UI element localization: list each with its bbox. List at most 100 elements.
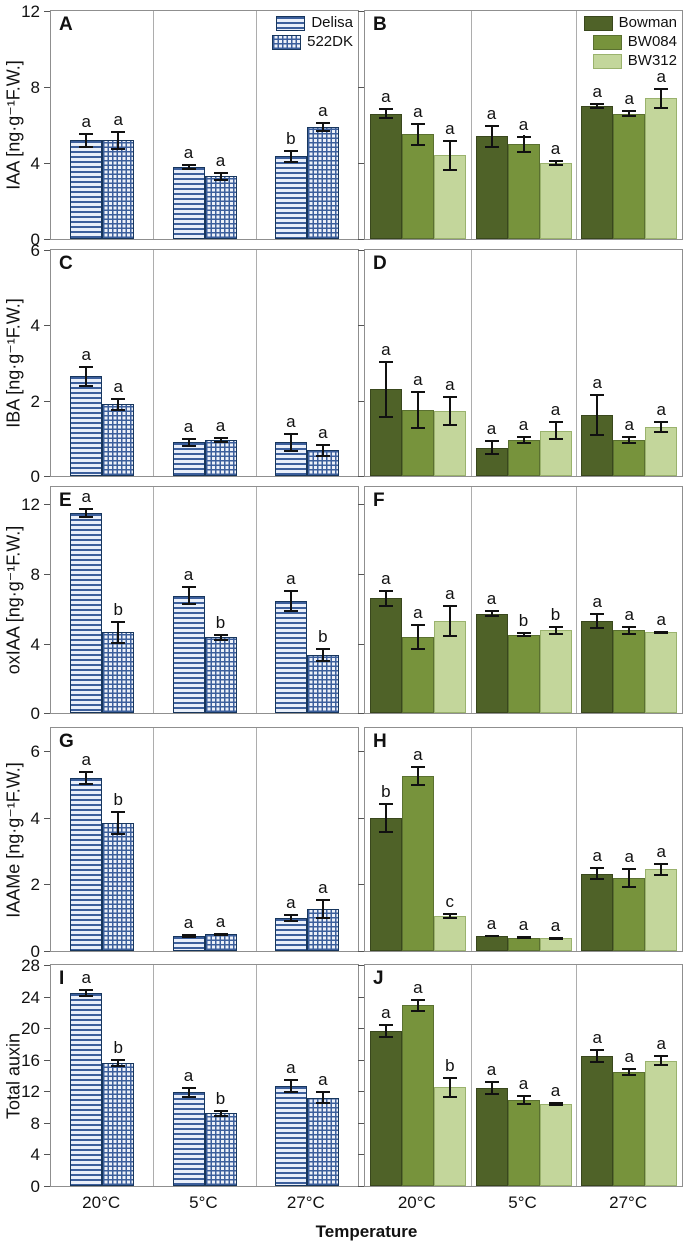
y-tick-mark [44,11,50,12]
error-bar-cap-bottom [410,648,425,651]
significance-letter: a [318,101,328,121]
y-tick-label: 12 [21,1082,40,1102]
error-bar-cap-top [548,626,563,629]
bar-delisa-5°C [172,936,205,951]
error-bar-cap-top [442,140,457,143]
y-tick-mark [44,325,50,327]
significance-letter: a [381,340,391,360]
significance-letter: a [624,605,634,625]
error-bar-cap-top [516,632,531,635]
error-bar-cap-top [181,437,196,440]
legend-B: Bowman BW084 BW312 [583,14,677,72]
error-bar-line [384,1024,387,1039]
significance-letter: a [592,1027,602,1047]
y-tick-mark [358,87,364,88]
error-bar-cap-bottom [315,455,330,458]
error-bar-line [117,398,120,411]
error-bar-line [85,365,88,387]
error-bar-line [384,107,387,120]
error-bar-cap-top [622,1068,637,1071]
significance-letter: a [550,915,561,935]
temperature-group-divider [153,487,154,713]
error-bar-cap-top [283,913,298,916]
y-tick-mark [358,817,364,819]
y-tick-mark [358,751,364,753]
error-bar-cap-top [590,613,605,615]
error-bar-cap-bottom [484,615,499,618]
bar-bowman-27°C [581,106,614,239]
bar-delisa-27°C [274,156,307,239]
error-bar-line [660,421,663,433]
error-bar-line [416,391,419,429]
error-bar-line [554,626,557,635]
error-bar-cap-top [590,394,605,397]
legend-label: Bowman [618,14,677,31]
significance-letter: b [445,1056,455,1076]
legend-swatch-bowman [583,15,613,31]
bar-522dk-5°C [204,934,237,951]
error-bar-line [490,610,493,618]
legend-item-bw312: BW312 [584,53,677,69]
significance-letter: a [550,400,561,420]
y-tick-label: 4 [30,634,40,654]
legend-item-bw084: BW084 [584,34,677,50]
significance-letter: a [550,139,561,159]
y-tick-label: 4 [30,1145,40,1165]
error-bar-cap-top [79,771,94,774]
bar-bowman-20°C [369,1031,402,1186]
error-bar-cap-top [516,135,531,138]
temperature-group-divider [576,11,577,239]
significance-letter: a [518,1074,529,1094]
error-bar-cap-top [654,862,669,865]
error-bar-cap-bottom [315,917,330,920]
error-bar-cap-bottom [315,129,330,132]
error-bar-cap-bottom [622,632,637,635]
y-tick-label: 28 [21,956,40,975]
y-tick-mark [358,1091,364,1093]
significance-letter: a [318,422,328,442]
error-bar-line [289,913,292,922]
error-bar-cap-bottom [654,874,669,877]
error-bar-cap-bottom [590,433,605,436]
error-bar-cap-bottom [213,1114,228,1117]
significance-letter: a [486,104,497,123]
bar-bw084-27°C [613,1072,646,1186]
error-bar-line [596,1048,599,1063]
significance-letter: a [81,111,91,131]
significance-letter: a [381,568,391,588]
error-bar-cap-top [590,867,605,870]
temperature-group-divider [576,728,577,951]
significance-letter: a [413,977,423,997]
error-bar-line [596,103,599,109]
y-tick-mark [44,996,50,998]
bar-bowman-5°C [475,136,508,239]
significance-letter: a [656,609,666,629]
bar-bw084-20°C [401,1005,434,1186]
bar-522dk-20°C [102,404,135,476]
error-bar-cap-bottom [484,145,499,148]
significance-letter: a [318,1070,328,1090]
bar-bowman-20°C [369,114,402,239]
panel-letter-J: J [373,968,384,989]
error-bar-cap-bottom [378,415,393,418]
significance-letter: a [318,878,328,898]
significance-letter: a [413,102,423,122]
y-tick-mark [358,1122,364,1124]
error-bar-cap-top [213,437,228,440]
error-bar-cap-top [315,443,330,446]
significance-letter: a [656,400,666,420]
y-tick-mark [44,1186,50,1187]
temperature-group-divider [153,250,154,476]
error-bar-line [187,586,190,606]
error-bar-cap-bottom [516,635,531,638]
error-bar-cap-bottom [283,161,298,163]
bar-bw084-5°C [507,440,540,476]
bar-522dk-27°C [306,127,339,239]
error-bar-cap-bottom [283,610,298,613]
error-bar-line [85,771,88,785]
y-tick-label: 6 [30,742,40,762]
error-bar-cap-top [378,589,393,592]
legend-swatch-delisa [276,15,306,31]
